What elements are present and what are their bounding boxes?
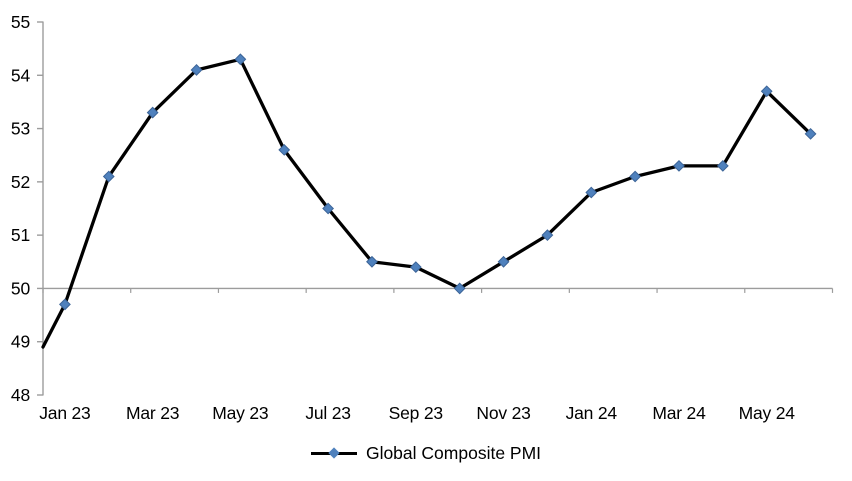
data-point-marker: [760, 85, 773, 98]
data-point-marker: [322, 202, 335, 215]
x-tick-label: May 23: [212, 403, 268, 423]
y-tick-label: 48: [11, 385, 30, 405]
data-point-marker: [673, 159, 685, 172]
legend-line-marker-icon: [310, 447, 357, 459]
y-tick-label: 51: [11, 225, 30, 245]
data-point-marker: [541, 229, 554, 242]
y-tick-label: 50: [11, 278, 31, 298]
x-tick-label: Mar 24: [652, 403, 706, 423]
data-point-marker: [804, 127, 817, 140]
data-point-marker: [278, 143, 291, 156]
y-tick-label: 52: [11, 172, 30, 192]
chart-legend: Global Composite PMI: [0, 441, 852, 465]
data-point-marker: [716, 159, 729, 172]
x-tick-label: Sep 23: [389, 403, 443, 423]
x-tick-label: Jan 24: [566, 403, 618, 423]
data-point-marker: [453, 282, 466, 295]
data-point-marker: [234, 53, 247, 66]
data-point-marker: [59, 298, 71, 311]
legend-label: Global Composite PMI: [365, 442, 542, 463]
data-point-marker: [585, 186, 598, 199]
x-tick-label: Jul 23: [305, 403, 351, 423]
data-point-marker: [409, 261, 422, 274]
data-point-marker: [190, 64, 203, 76]
data-point-marker: [146, 106, 159, 119]
x-tick-label: Nov 23: [476, 403, 530, 423]
x-tick-label: Mar 23: [126, 403, 179, 423]
legend-diamond-icon: [328, 447, 340, 459]
x-tick-label: Jan 23: [39, 403, 90, 423]
data-point-marker: [366, 255, 378, 268]
y-tick-label: 53: [11, 119, 30, 139]
data-point-marker: [102, 170, 115, 183]
data-point-marker: [629, 170, 642, 183]
pmi-series-line: [41, 57, 813, 349]
y-tick-label: 54: [11, 65, 31, 85]
data-point-marker: [497, 255, 510, 268]
x-tick-label: May 24: [739, 403, 796, 423]
y-tick-label: 55: [11, 12, 30, 32]
y-tick-label: 49: [11, 332, 30, 352]
